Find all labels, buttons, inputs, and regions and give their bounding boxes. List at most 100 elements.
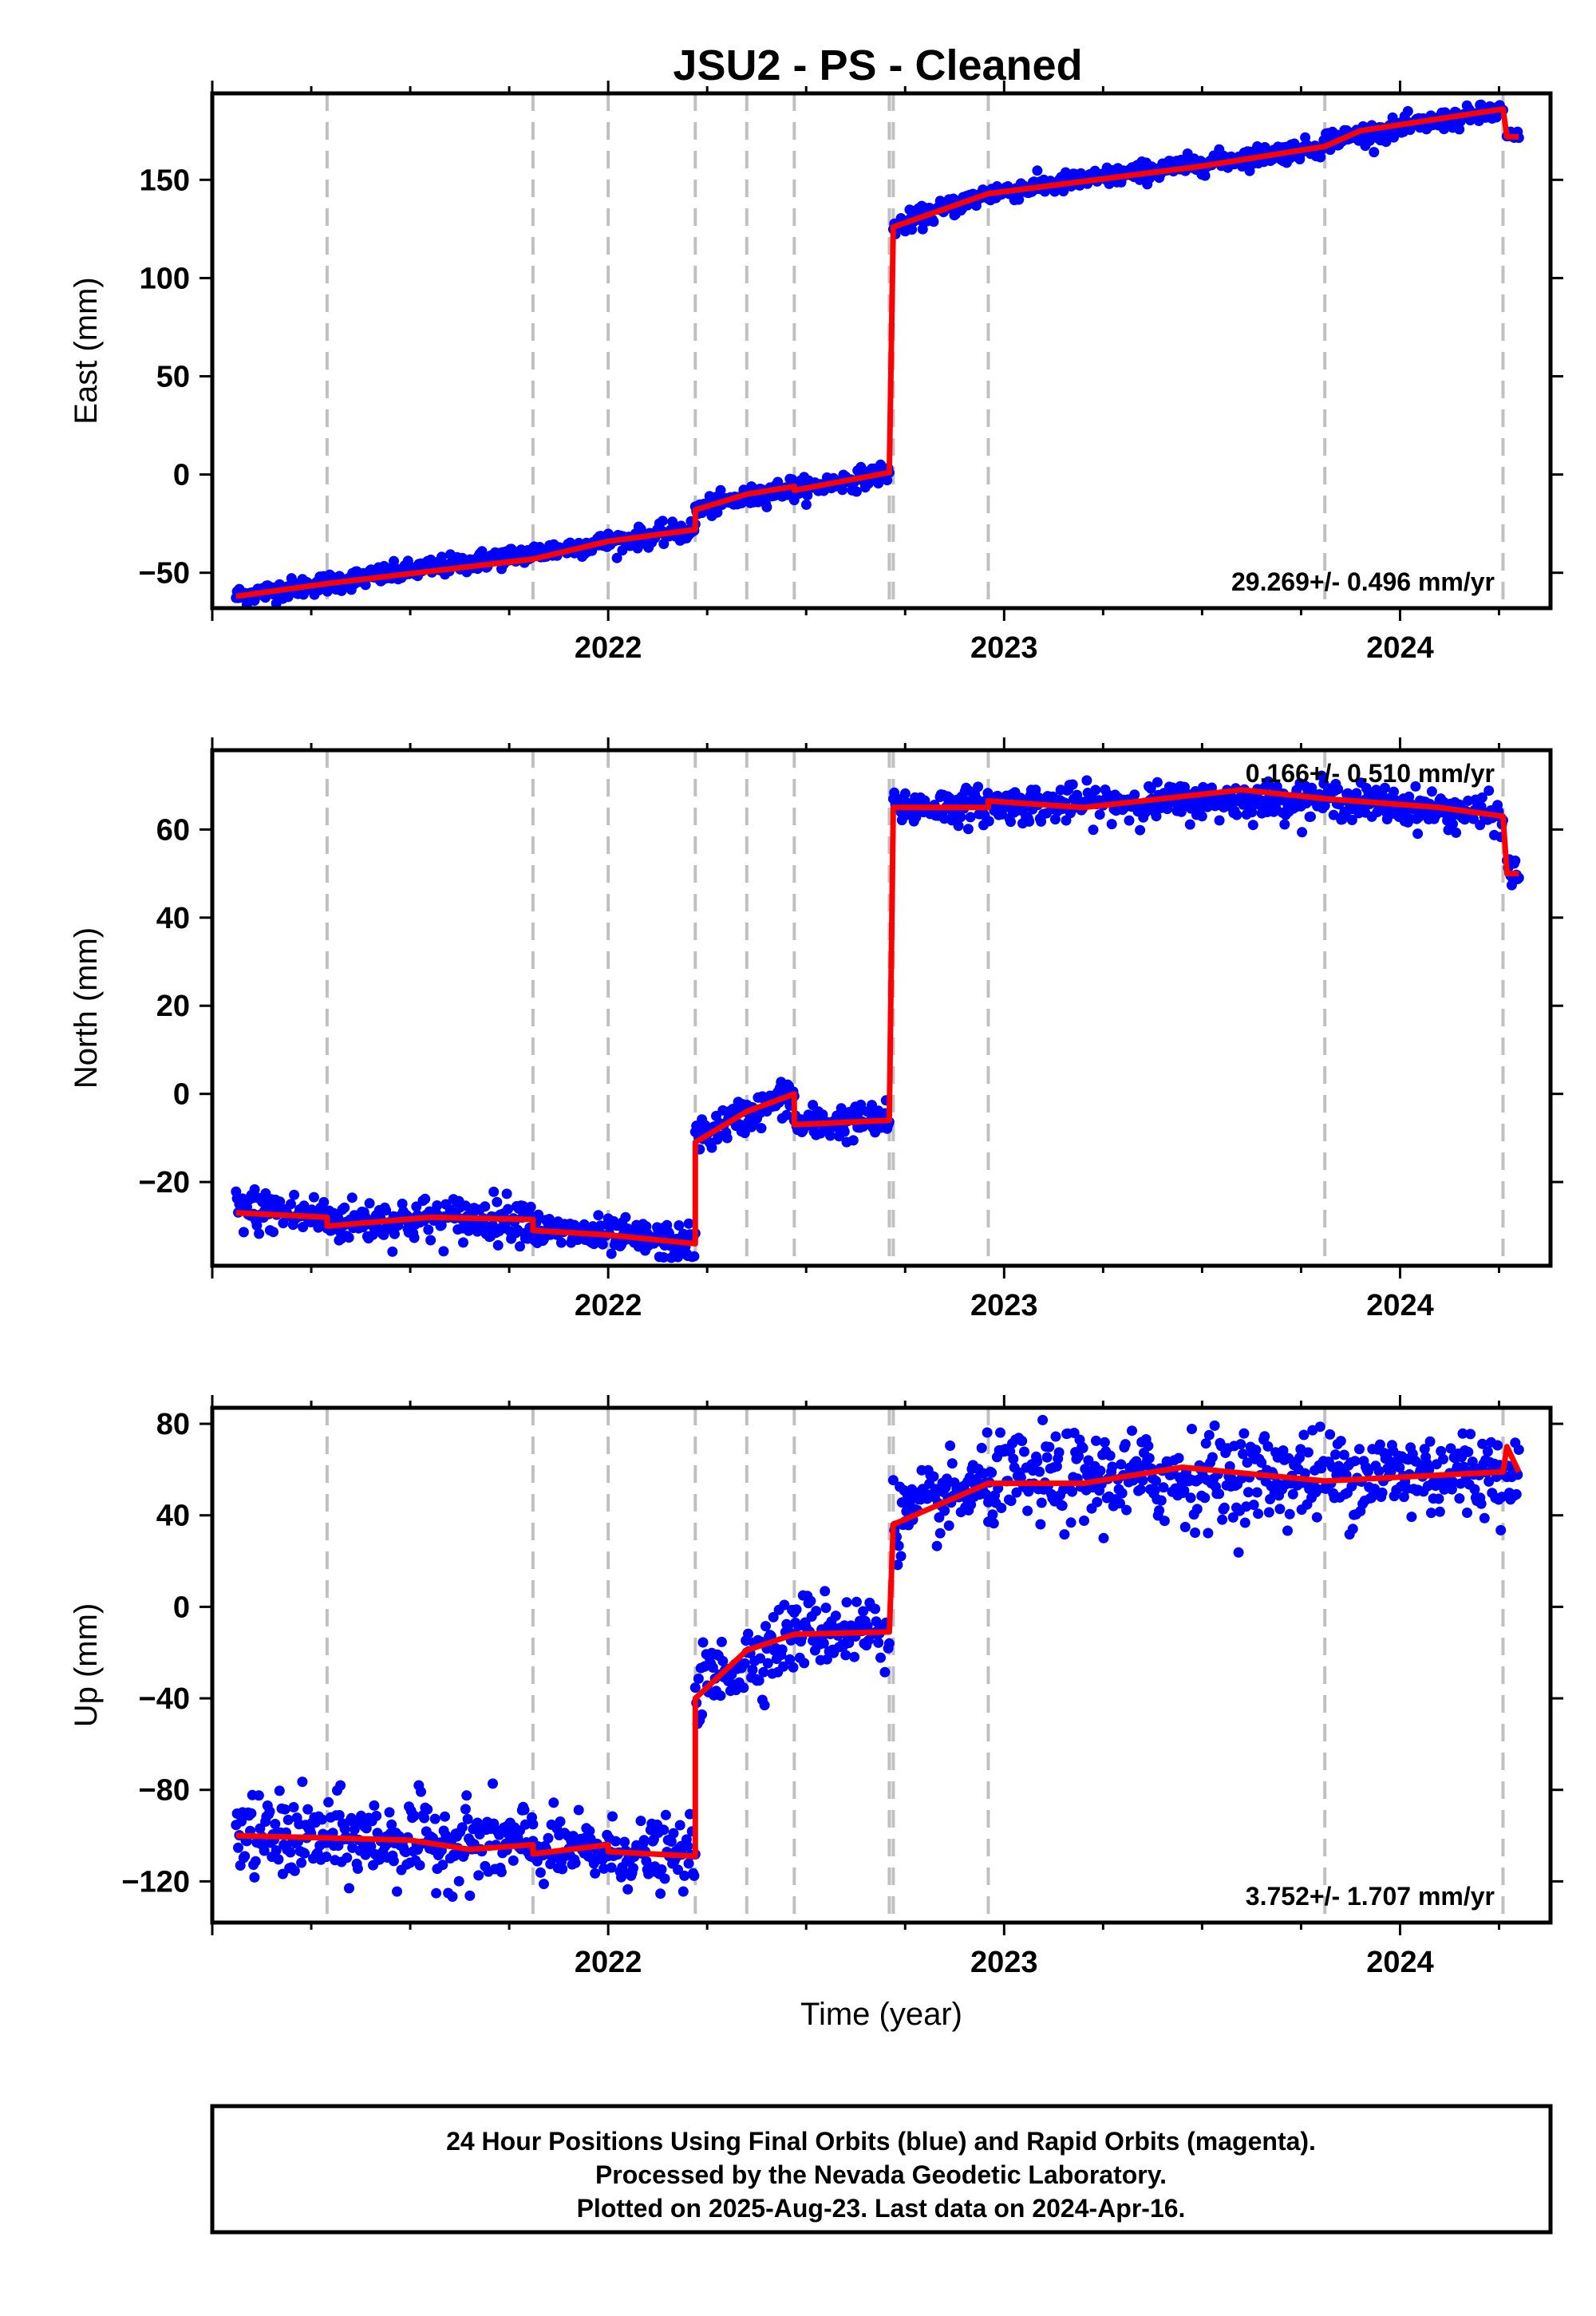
- up-data-point: [843, 1638, 855, 1649]
- east-data-point: [917, 223, 928, 235]
- up-data-point: [738, 1682, 749, 1694]
- up-data-point: [805, 1595, 816, 1607]
- up-data-point: [1079, 1516, 1089, 1526]
- up-data-point: [236, 1816, 247, 1827]
- up-data-point: [820, 1603, 832, 1614]
- up-data-point: [1495, 1524, 1507, 1535]
- north-data-point: [438, 1246, 449, 1257]
- north-data-point: [492, 1196, 503, 1207]
- up-data-point: [369, 1800, 380, 1811]
- east-frame: [210, 91, 1553, 611]
- east-data-point: [1013, 194, 1025, 205]
- up-data-point: [1120, 1439, 1131, 1450]
- up-data-point: [811, 1606, 822, 1617]
- north-data-point: [1088, 824, 1099, 836]
- up-data-point: [673, 1864, 683, 1875]
- north-data-point: [1214, 815, 1225, 826]
- up-data-point: [1235, 1439, 1246, 1450]
- up-data-point: [250, 1856, 261, 1867]
- up-data-point: [1191, 1504, 1203, 1515]
- up-data-point: [1050, 1431, 1061, 1442]
- up-data-point: [1294, 1452, 1305, 1464]
- north-data-point: [1145, 783, 1156, 794]
- up-data-point: [928, 1471, 939, 1482]
- up-data-point: [1207, 1452, 1218, 1463]
- up-data-point: [1238, 1448, 1249, 1460]
- up-data-point: [1465, 1429, 1476, 1440]
- up-data-point: [693, 1673, 704, 1684]
- north-data-point: [1333, 784, 1344, 795]
- up-data-point: [249, 1871, 260, 1883]
- north-data-point: [606, 1248, 617, 1259]
- up-data-point: [1298, 1429, 1310, 1441]
- up-data-point: [573, 1804, 584, 1816]
- chart-title: JSU2 - PS - Cleaned: [673, 41, 1082, 89]
- up-data-point: [1179, 1521, 1191, 1532]
- up-data-point: [416, 1786, 426, 1797]
- up-data-point: [1219, 1502, 1230, 1513]
- up-data-point: [655, 1888, 666, 1899]
- up-data-point: [976, 1442, 987, 1453]
- up-data-point: [1011, 1487, 1022, 1498]
- north-data-point: [238, 1227, 249, 1238]
- up-data-point: [1398, 1492, 1409, 1503]
- up-y-tick-label: −40: [139, 1682, 190, 1716]
- north-data-point: [973, 781, 984, 792]
- up-data-point: [1242, 1487, 1254, 1498]
- up-data-point: [697, 1637, 709, 1648]
- up-data-point: [1251, 1487, 1262, 1498]
- up-data-point: [1462, 1508, 1472, 1518]
- north-data-point: [658, 1252, 670, 1263]
- up-data-point: [1037, 1414, 1049, 1425]
- up-model-line: [235, 1444, 1522, 1860]
- up-data-point: [1185, 1492, 1196, 1504]
- up-data-point: [1092, 1496, 1103, 1508]
- north-y-axis-label: North (mm): [69, 927, 104, 1089]
- up-data-point: [1044, 1441, 1055, 1452]
- up-data-point: [862, 1621, 873, 1632]
- north-y-tick-label: −20: [139, 1166, 190, 1199]
- up-data-point: [1483, 1476, 1495, 1487]
- up-data-point: [598, 1863, 610, 1874]
- up-data-point: [543, 1832, 554, 1844]
- up-data-point: [1287, 1488, 1298, 1500]
- east-data-point: [837, 484, 848, 496]
- up-data-point: [784, 1654, 796, 1665]
- up-data-point: [1284, 1508, 1295, 1520]
- north-data-point: [1306, 811, 1316, 822]
- up-data-point: [1149, 1484, 1160, 1496]
- up-data-point: [1349, 1456, 1361, 1467]
- up-data-point: [697, 1709, 708, 1720]
- up-data-point: [893, 1540, 904, 1551]
- east-data-point: [761, 501, 772, 512]
- footer-line-3: Plotted on 2025-Aug-23. Last data on 202…: [577, 2194, 1186, 2223]
- up-data-point: [743, 1628, 753, 1639]
- up-data-point: [570, 1857, 581, 1868]
- up-data-point: [966, 1499, 977, 1510]
- north-data-points: [231, 770, 1524, 1263]
- up-data-point: [1330, 1449, 1341, 1460]
- up-data-point: [259, 1845, 270, 1856]
- up-data-point: [1190, 1528, 1201, 1538]
- north-data-point: [389, 1228, 400, 1239]
- up-data-point: [1256, 1457, 1267, 1468]
- up-data-point: [414, 1860, 425, 1871]
- up-data-point: [361, 1823, 372, 1834]
- up-data-point: [285, 1847, 296, 1858]
- up-data-point: [1059, 1529, 1070, 1540]
- up-data-point: [755, 1653, 766, 1664]
- up-data-point: [779, 1599, 790, 1611]
- east-data-point: [611, 552, 622, 563]
- north-data-point: [593, 1210, 604, 1221]
- up-data-point: [659, 1873, 670, 1884]
- up-data-point: [931, 1540, 942, 1551]
- up-y-tick-label: −120: [121, 1865, 190, 1899]
- up-data-point: [1154, 1505, 1165, 1516]
- east-data-point: [928, 216, 939, 227]
- up-data-point: [1513, 1445, 1524, 1455]
- up-data-point: [1067, 1486, 1077, 1497]
- footer-line-1: 24 Hour Positions Using Final Orbits (bl…: [446, 2127, 1316, 2156]
- up-data-point: [622, 1883, 634, 1895]
- up-data-point: [233, 1842, 243, 1853]
- north-data-point: [825, 1130, 836, 1141]
